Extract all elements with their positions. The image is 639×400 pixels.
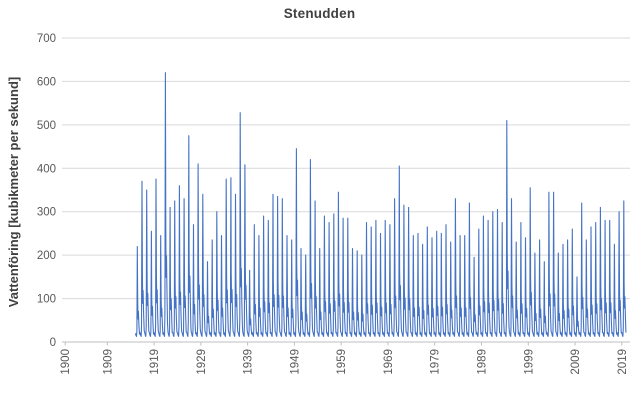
x-tick-label: 1909 <box>102 349 114 375</box>
x-tick-label: 1939 <box>243 349 255 375</box>
y-tick-label: 500 <box>37 120 56 132</box>
y-tick-label: 100 <box>37 294 56 306</box>
x-tick-label: 1999 <box>523 349 535 375</box>
x-tick-label: 1979 <box>430 349 442 375</box>
x-tick-label: 2009 <box>570 349 582 375</box>
x-tick-label: 1919 <box>149 349 161 375</box>
y-tick-label: 600 <box>37 76 56 88</box>
x-tick-label: 1949 <box>289 349 301 375</box>
chart-title: Stenudden <box>283 6 356 21</box>
y-tick-label: 700 <box>37 33 56 45</box>
series-line-vattenforing <box>134 72 627 337</box>
x-tick-label: 1959 <box>336 349 348 375</box>
y-tick-label: 0 <box>50 337 56 349</box>
y-tick-label: 400 <box>37 163 56 175</box>
y-axis-title: Vattenföring [kubikmeter per sekund] <box>6 76 21 308</box>
x-tick-label: 1989 <box>476 349 488 375</box>
x-tick-label: 1969 <box>383 349 395 375</box>
y-tick-label: 200 <box>37 250 56 262</box>
x-tick-label: 2019 <box>617 349 629 375</box>
x-tick-label: 1929 <box>196 349 208 375</box>
y-tick-label: 300 <box>37 207 56 219</box>
x-tick-label: 1900 <box>60 349 72 375</box>
